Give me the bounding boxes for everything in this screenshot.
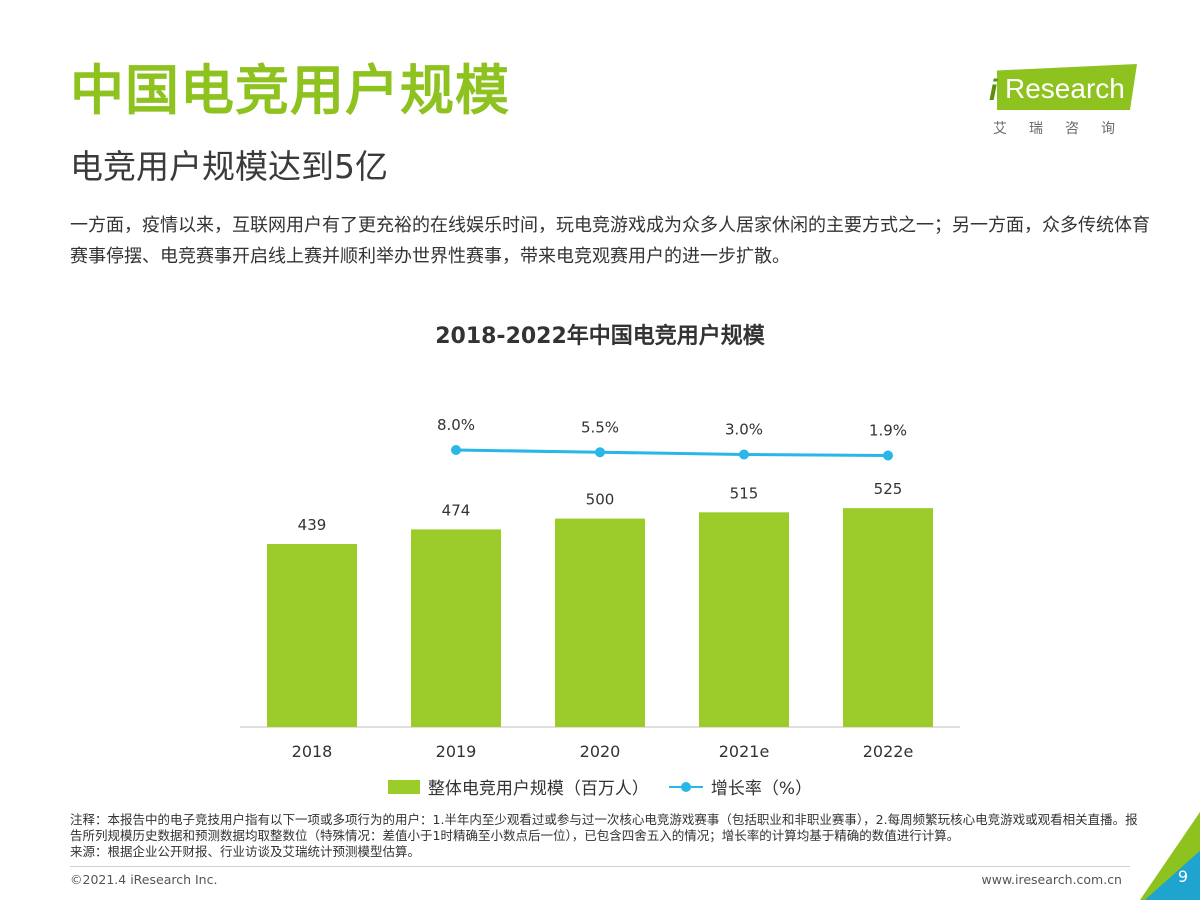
x-tick-label-2019: 2019 — [436, 742, 477, 761]
website-link[interactable]: www.iresearch.com.cn — [981, 872, 1123, 887]
legend-item-users: 整体电竞用户规模（百万人） — [387, 774, 649, 799]
page-number: 9 — [1177, 867, 1188, 886]
bar-2021e — [699, 512, 789, 727]
x-tick-label-2018: 2018 — [292, 742, 333, 761]
x-tick-label-2021e: 2021e — [719, 742, 770, 761]
footer-divider — [70, 866, 1130, 867]
bar-2019 — [411, 529, 501, 727]
copyright: ©2021.4 iResearch Inc. — [70, 872, 218, 887]
growth-point-2022e — [883, 450, 893, 461]
logo-i-letter: i — [989, 74, 998, 107]
legend-label-growth: 增长率（%） — [710, 779, 813, 799]
growth-label-2021e: 3.0% — [725, 421, 763, 439]
growth-label-2020: 5.5% — [581, 418, 619, 436]
growth-label-2022e: 1.9% — [869, 421, 907, 439]
bar-label-2020: 500 — [586, 491, 615, 509]
footnote-source: 来源：根据企业公开财报、行业访谈及艾瑞统计预测模型估算。 — [70, 844, 421, 859]
page-subtitle: 电竞用户规模达到5亿 — [70, 147, 388, 186]
page-title: 中国电竞用户规模 — [70, 59, 510, 122]
growth-point-2020 — [595, 447, 605, 458]
page-description: 一方面，疫情以来，互联网用户有了更充裕的在线娱乐时间，玩电竞游戏成为众多人居家休… — [70, 215, 1150, 267]
bar-label-2018: 439 — [298, 516, 327, 534]
bar-label-2021e: 515 — [730, 484, 759, 502]
growth-label-2019: 8.0% — [437, 416, 475, 434]
logo-banner — [997, 64, 1137, 110]
legend-item-growth: 增长率（%） — [668, 774, 813, 799]
logo-wordmark: Research — [1005, 73, 1125, 104]
growth-line — [455, 448, 889, 457]
chart-title: 2018-2022年中国电竞用户规模 — [435, 324, 765, 349]
bar-2022e — [843, 508, 933, 727]
x-tick-label-2020: 2020 — [580, 742, 621, 761]
growth-point-2019 — [451, 445, 461, 455]
bar-label-2019: 474 — [442, 501, 471, 519]
footnote-note: 注释：本报告中的电子竞技用户指有以下一项或多项行为的用户：1.半年内至少观看过或… — [70, 812, 1138, 843]
legend-label-users: 整体电竞用户规模（百万人） — [427, 779, 649, 799]
iresearch-logo: i Research 艾瑞咨询 — [985, 58, 1145, 158]
footnote: 注释：本报告中的电子竞技用户指有以下一项或多项行为的用户：1.半年内至少观看过或… — [70, 812, 1150, 860]
bar-label-2022e: 525 — [874, 480, 903, 498]
logo-chinese-name: 艾瑞咨询 — [993, 121, 1137, 137]
bar-2018 — [267, 544, 357, 727]
bar-2020 — [555, 518, 645, 727]
corner-decoration: 9 — [1140, 812, 1200, 900]
legend-line-swatch — [668, 780, 703, 794]
legend-bar-swatch — [387, 779, 420, 794]
chart-legend: 整体电竞用户规模（百万人） 增长率（%） — [0, 774, 1200, 799]
x-tick-label-2022e: 2022e — [863, 742, 914, 761]
growth-point-2021e — [739, 449, 749, 460]
